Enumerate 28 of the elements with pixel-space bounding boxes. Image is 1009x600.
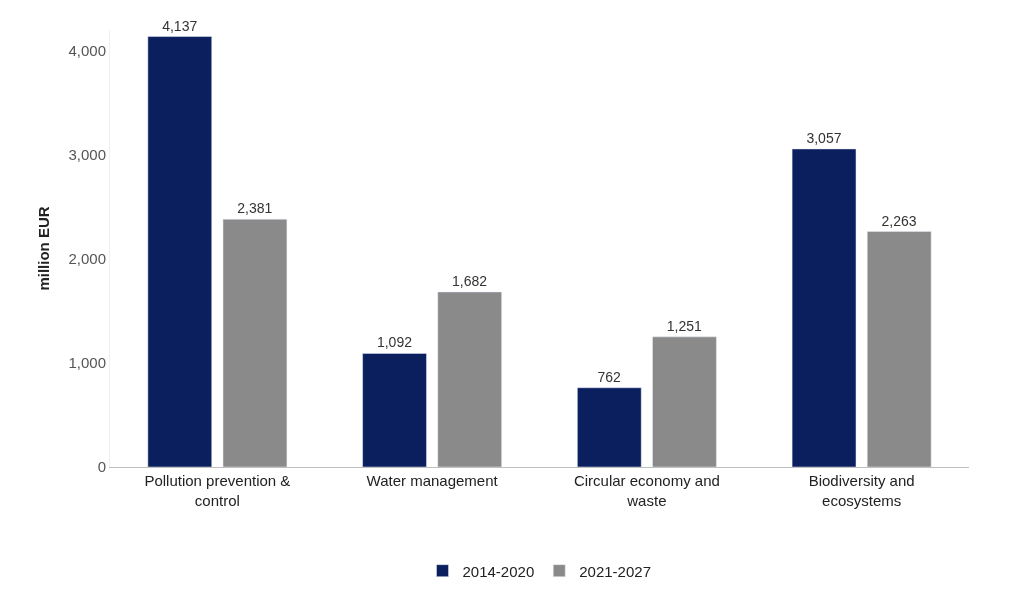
y-tick-label: 0 [97,458,106,476]
legend-label: 2021-2027 [579,562,651,580]
y-tick-label: 1,000 [68,354,106,372]
data-label: 3,057 [806,129,842,146]
data-label: 2,263 [881,212,917,229]
bar [437,291,502,467]
data-label: 1,092 [376,334,413,351]
bar [577,387,642,467]
y-tick-label: 3,000 [68,146,106,164]
x-tick-label: Circular economy and waste [573,472,720,509]
bar [147,36,212,467]
bar [362,353,427,467]
bar [222,219,288,467]
legend-label: 2014-2020 [462,562,535,580]
data-label: 762 [597,368,622,385]
x-tick-label: Pollution prevention & control [144,472,291,509]
data-label: 2,381 [237,200,273,217]
x-tick-label: Water management [366,472,499,489]
data-label: 1,251 [666,317,703,334]
bar [867,231,932,467]
y-tick-label: 2,000 [68,250,106,268]
data-label: 1,682 [452,272,488,289]
y-axis-title: million EUR [34,206,52,291]
y-tick-label: 4,000 [68,42,106,60]
x-tick-label: Biodiversity and ecosystems [808,472,915,509]
bar [652,336,717,467]
data-label: 4,137 [162,17,198,34]
bar [791,148,857,467]
